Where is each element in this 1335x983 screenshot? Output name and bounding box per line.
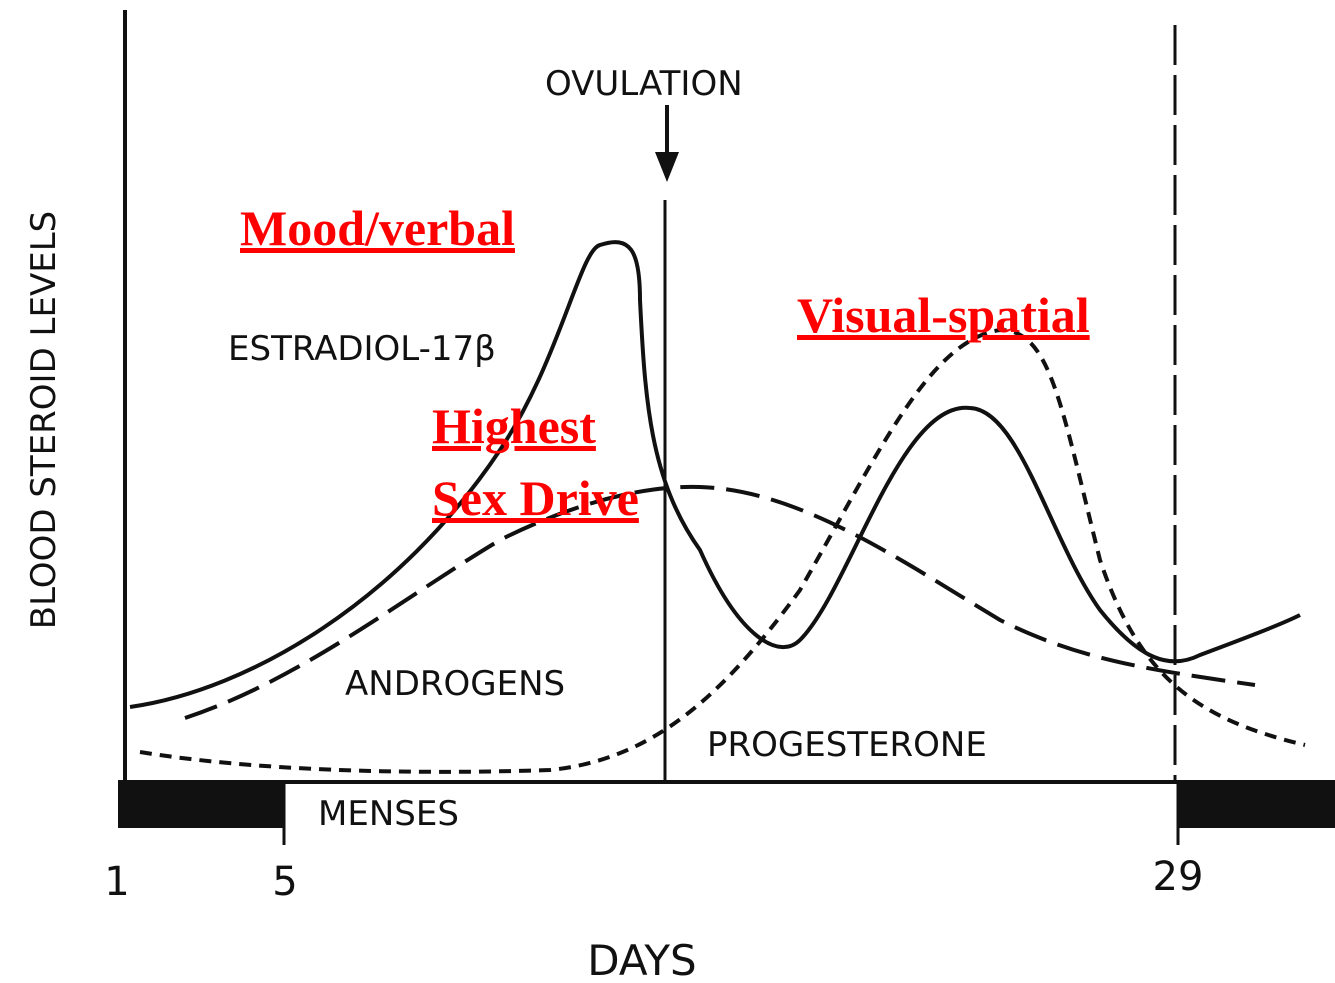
curve-label: PROGESTERONE xyxy=(707,725,987,765)
menses-bar xyxy=(1178,782,1335,828)
curve-label: ANDROGENS xyxy=(345,664,565,704)
ovulation-label: OVULATION xyxy=(545,64,743,104)
annotation: Highest xyxy=(432,398,596,454)
annotation: Mood/verbal xyxy=(240,200,515,256)
x-tick-label: 5 xyxy=(272,859,297,905)
x-tick-label: 1 xyxy=(104,859,129,905)
arrow-head xyxy=(655,152,679,182)
curve-label: ESTRADIOL-17β xyxy=(228,329,496,369)
y-axis-label: BLOOD STEROID LEVELS xyxy=(24,211,64,630)
androgens-curve xyxy=(184,484,1256,720)
x-tick-label: 29 xyxy=(1153,854,1204,900)
annotation: Sex Drive xyxy=(432,470,639,526)
menses-bar xyxy=(118,782,283,828)
estradiol-curve xyxy=(129,240,1301,709)
x-axis-label: DAYS xyxy=(587,936,696,983)
menses-label: MENSES xyxy=(318,794,459,834)
annotation: Visual-spatial xyxy=(797,287,1090,343)
progesterone-curve xyxy=(139,327,1306,774)
